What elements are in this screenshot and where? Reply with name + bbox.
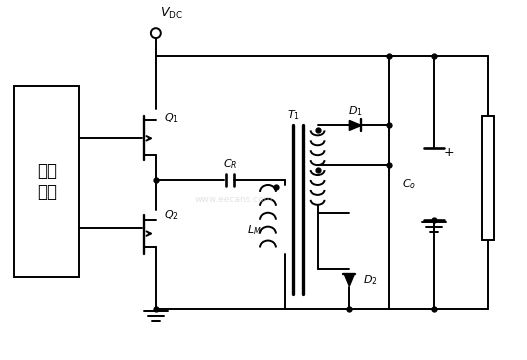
Bar	[14, 86, 80, 277]
Text: $C_R$: $C_R$	[223, 157, 238, 171]
Text: $T_1$: $T_1$	[287, 109, 300, 122]
Text: www.eecans.com: www.eecans.com	[194, 195, 273, 204]
Text: +: +	[443, 146, 454, 159]
Text: 控制
电路: 控制 电路	[37, 162, 57, 201]
Text: $Q_1$: $Q_1$	[164, 112, 179, 125]
Text: $D_1$: $D_1$	[348, 105, 363, 118]
Text: $L_M$: $L_M$	[247, 223, 261, 237]
Bar	[482, 116, 494, 239]
Text: $C_o$: $C_o$	[402, 177, 416, 191]
Text: $Q_2$: $Q_2$	[164, 208, 179, 222]
Polygon shape	[349, 121, 361, 130]
Text: $D_2$: $D_2$	[363, 273, 378, 287]
Polygon shape	[344, 274, 354, 286]
Text: $V_{\rm DC}$: $V_{\rm DC}$	[160, 6, 183, 21]
